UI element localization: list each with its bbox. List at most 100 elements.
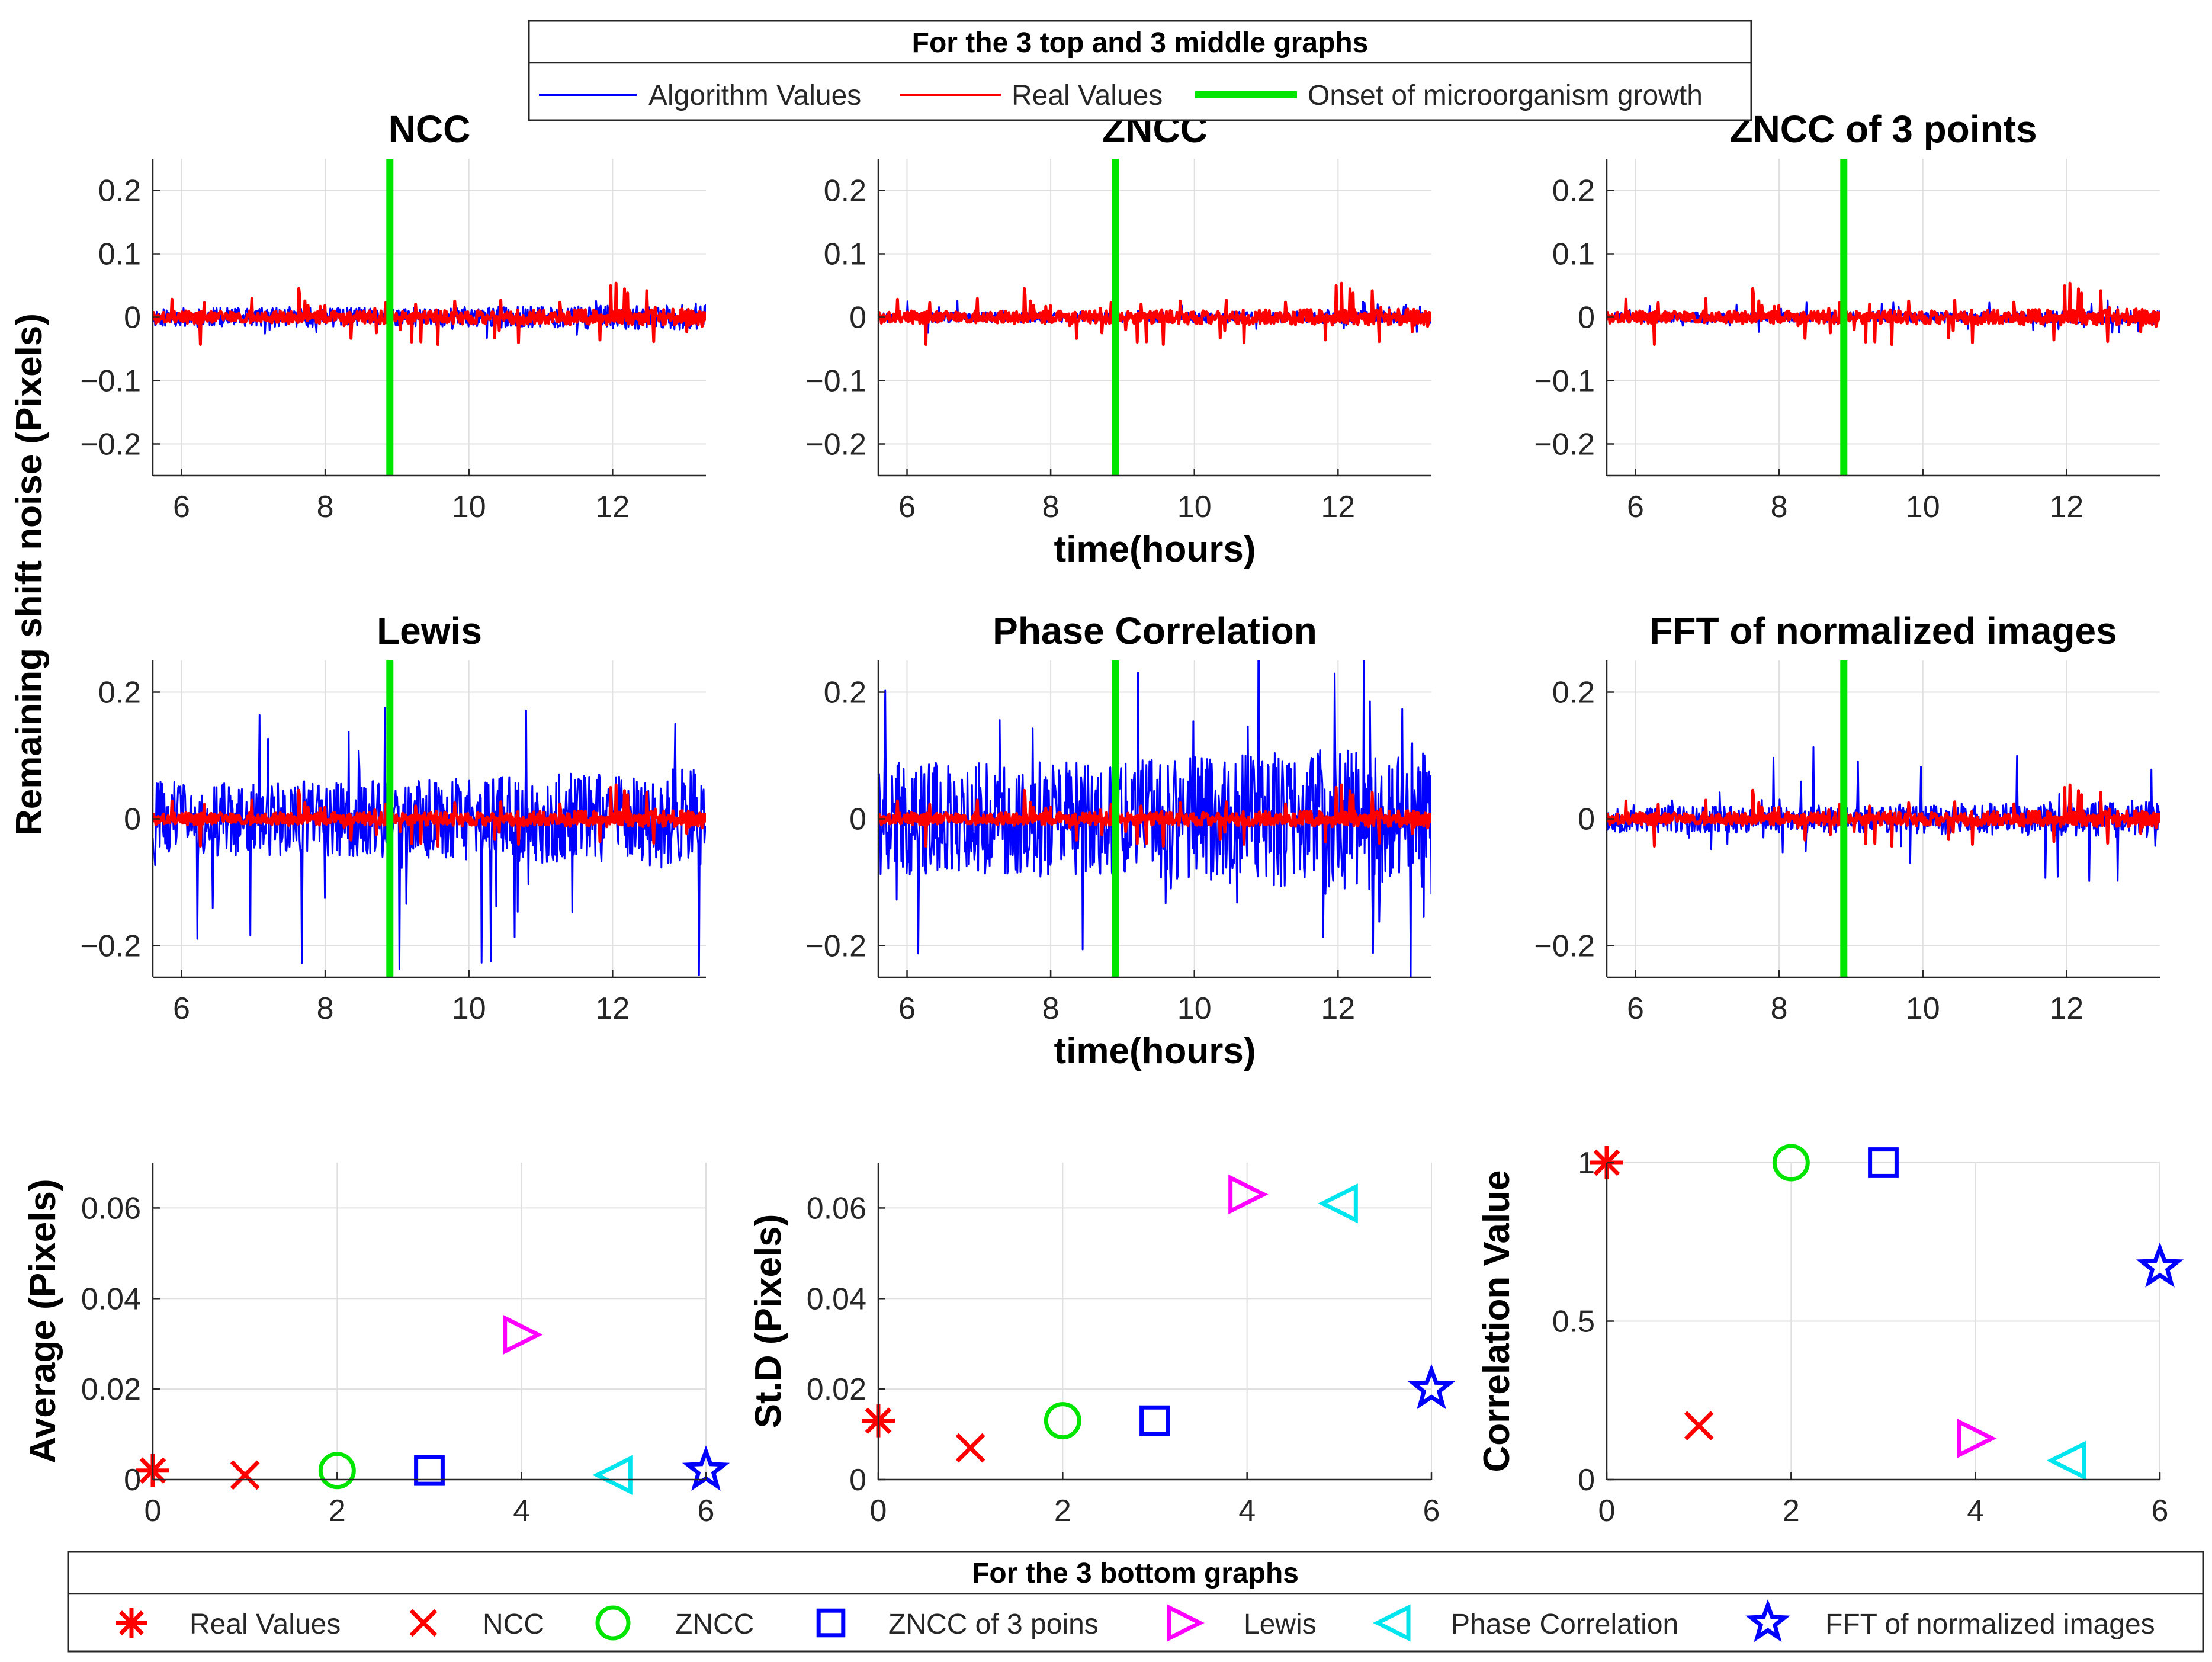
std-y-tick-label: 0 [849, 1463, 866, 1497]
lewis-series-group [153, 707, 706, 977]
zncc3-x-tick-label: 8 [1771, 490, 1788, 524]
zncc3-x-tick-label: 10 [1906, 490, 1940, 524]
lewis-y-tick-label: 0 [124, 803, 141, 837]
lewis-x-tick-label: 12 [595, 992, 630, 1026]
phase-xlabel: time(hours) [1054, 1031, 1256, 1071]
top-legend-real-label: Real Values [1012, 80, 1163, 111]
ncc-title: NCC [389, 108, 471, 150]
phase-y-tick-label: 0.2 [824, 676, 866, 710]
zncc-y-tick-label: 0 [849, 301, 866, 335]
correlation-point-x [1684, 1411, 1714, 1440]
zncc-y-tick-label: −0.1 [805, 364, 866, 399]
std-point-star [1407, 1363, 1456, 1410]
average-y-tick-label: 0 [124, 1463, 141, 1497]
average-x-tick-label: 4 [513, 1494, 530, 1528]
std-x-tick-label: 4 [1238, 1494, 1256, 1528]
average-x-tick-label: 2 [329, 1494, 346, 1528]
zncc-y-tick-label: 0.1 [824, 238, 866, 272]
bottom-legend-label-lewis: Lewis [1244, 1609, 1317, 1640]
correlation-y-tick-label: 0.5 [1552, 1305, 1595, 1339]
plot-ncc: 6 8 10 12 −0.2 −0.1 0 0.1 0.2 NCC [80, 108, 706, 524]
std-point-square [1139, 1405, 1170, 1436]
lewis-title: Lewis [377, 609, 482, 652]
plot-std: 0 2 4 6 0 0.02 0.04 0.06 St.D (Pixels) [748, 1163, 1456, 1528]
correlation-x-tick-label: 6 [2152, 1494, 2169, 1528]
fft-y-tick-label: −0.2 [1534, 929, 1595, 964]
lewis-x-tick-label: 8 [317, 992, 334, 1026]
fft-algorithm-series [1607, 746, 2160, 882]
ncc-real-series [153, 281, 706, 346]
ncc-y-tick-label: 0.1 [98, 238, 141, 272]
plot-zncc3: 6 8 10 12 −0.2 −0.1 0 0.1 0.2 ZNCC of 3 points [1534, 108, 2160, 524]
ncc-x-tick-label: 8 [317, 490, 334, 524]
std-point-triangle-left [1318, 1183, 1358, 1224]
ncc-y-tick-label: −0.2 [80, 428, 141, 462]
bottom-legend-label-real: Real Values [190, 1609, 341, 1640]
std-point-x [955, 1433, 985, 1463]
correlation-point-circle [1772, 1144, 1810, 1182]
lewis-x-tick-label: 10 [452, 992, 486, 1026]
phase-x-tick-label: 8 [1042, 992, 1060, 1026]
zncc3-series-group [1607, 281, 2160, 346]
correlation-point-triangle-right [1957, 1418, 1997, 1459]
bottom-legend-label-zncc: ZNCC [675, 1609, 754, 1640]
bottom-legend-marker-asterisk [116, 1608, 147, 1638]
ncc-y-tick-label: 0 [124, 301, 141, 335]
bottom-legend-title: For the 3 bottom graphs [972, 1558, 1299, 1589]
bottom-legend-marker-circle [595, 1605, 631, 1641]
std-y-tick-label: 0.04 [807, 1282, 866, 1316]
zncc-series-group [878, 281, 1431, 346]
zncc-x-tick-label: 12 [1321, 490, 1355, 524]
plot-correlation: 0 2 4 6 0 0.5 1 Correlation Value [1476, 1144, 2184, 1528]
zncc3-real-series [1607, 281, 2160, 346]
average-ylabel: Average (Pixels) [23, 1179, 63, 1463]
ncc-x-tick-label: 6 [173, 490, 190, 524]
average-point-square [414, 1455, 445, 1486]
std-ylabel: St.D (Pixels) [748, 1214, 789, 1429]
plot-average: 0 2 4 6 0 0.02 0.04 0.06 Average (Pixels) [23, 1163, 730, 1528]
average-point-x-stroke [230, 1460, 260, 1490]
top-legend-box [528, 20, 1752, 121]
lewis-algorithm-series [153, 707, 706, 977]
std-x-tick-label: 0 [870, 1494, 887, 1528]
average-y-tick-label: 0.06 [81, 1191, 141, 1225]
correlation-y-tick-label: 0 [1578, 1463, 1595, 1497]
phase-y-tick-label: −0.2 [805, 929, 866, 964]
average-point-triangle-right [503, 1314, 543, 1355]
plot-phase: 6 8 10 12 −0.2 0 0.2 Phase Correlation time(hour… [805, 609, 1431, 1071]
zncc3-x-tick-label: 6 [1627, 490, 1644, 524]
bottom-legend-label-phase: Phase Correlation [1451, 1609, 1678, 1640]
std-plot-area [878, 1163, 1431, 1480]
fft-x-tick-label: 6 [1627, 992, 1644, 1026]
top-legend-onset-label: Onset of microorganism growth [1308, 80, 1703, 111]
ncc-x-tick-label: 10 [452, 490, 486, 524]
zncc-y-tick-label: 0.2 [824, 174, 866, 208]
fft-x-tick-label: 10 [1906, 992, 1940, 1026]
average-point-x [230, 1460, 260, 1490]
correlation-point-x-stroke [1684, 1411, 1714, 1440]
phase-series-group [878, 660, 1431, 977]
zncc-xlabel: time(hours) [1054, 529, 1256, 570]
std-y-tick-label: 0.02 [807, 1372, 866, 1407]
correlation-y-tick-label: 1 [1578, 1146, 1595, 1180]
average-point-triangle-left [592, 1455, 633, 1496]
zncc3-title: ZNCC of 3 points [1729, 108, 2037, 150]
plot-fft: 6 8 10 12 −0.2 0 0.2 FFT of normalized images [1534, 609, 2160, 1026]
std-point-x-stroke [955, 1433, 985, 1463]
fft-title: FFT of normalized images [1649, 609, 2117, 652]
zncc3-y-tick-label: −0.1 [1534, 364, 1595, 399]
lewis-y-tick-label: 0.2 [98, 676, 141, 710]
zncc3-y-tick-label: 0.1 [1552, 238, 1595, 272]
correlation-x-tick-label: 0 [1598, 1494, 1616, 1528]
average-point-circle [318, 1452, 356, 1490]
average-plot-area [153, 1163, 706, 1480]
zncc-y-tick-label: −0.2 [805, 428, 866, 462]
plot-lewis: 6 8 10 12 −0.2 0 0.2 Lewis [80, 609, 706, 1026]
bottom-legend-box [67, 1551, 2204, 1653]
std-point-triangle-right [1228, 1174, 1269, 1215]
bottom-legend-marker-x-stroke [409, 1609, 438, 1637]
phase-title: Phase Correlation [993, 609, 1317, 652]
top-legend-title: For the 3 top and 3 middle graphs [912, 27, 1369, 59]
correlation-point-star [2136, 1242, 2184, 1288]
